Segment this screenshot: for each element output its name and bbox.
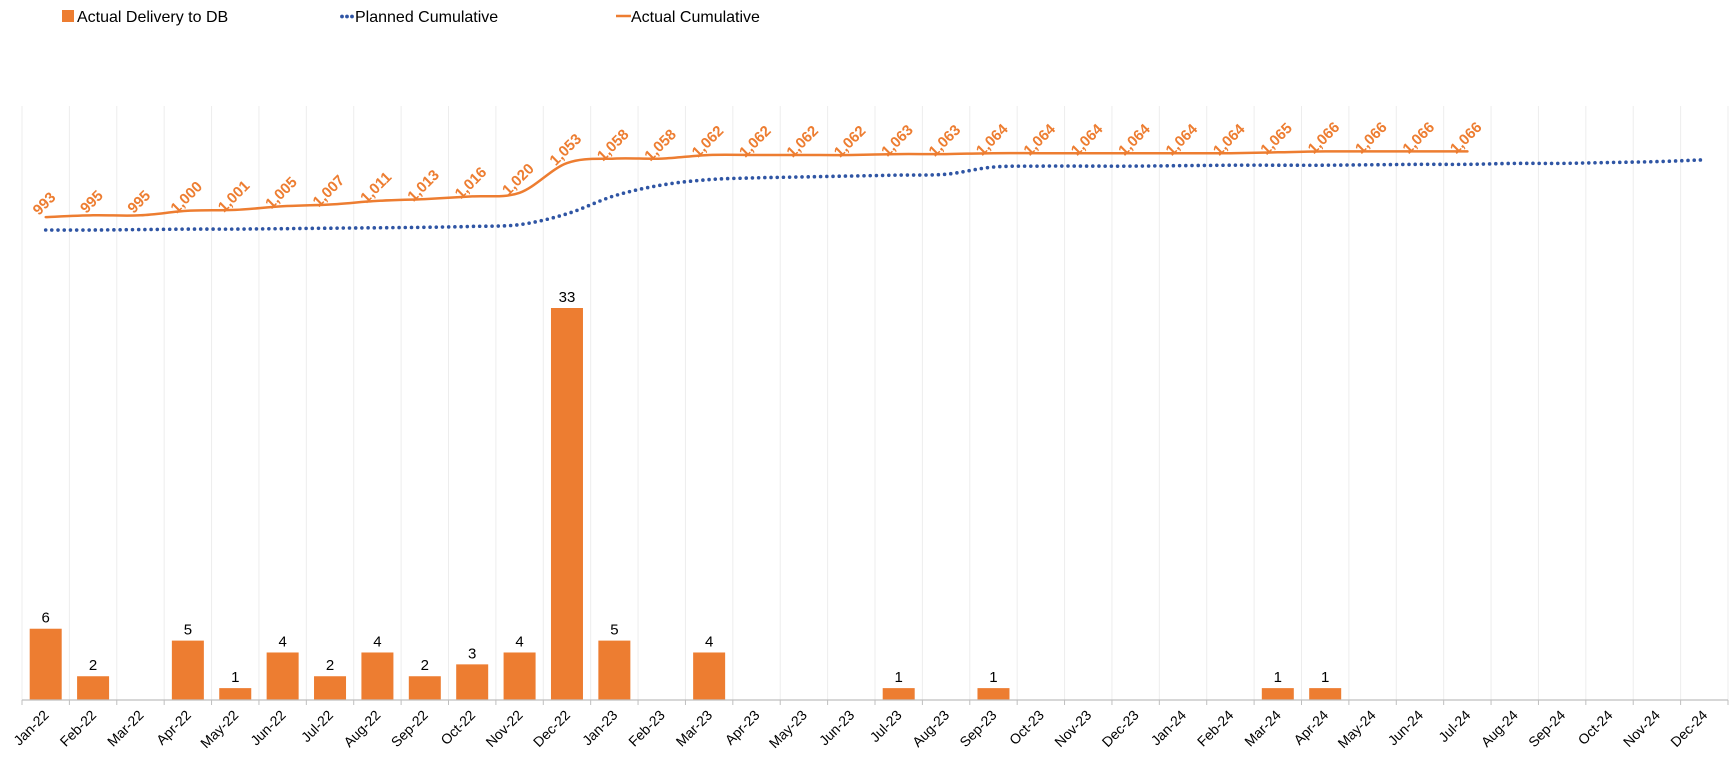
x-tick-label: Mar-23 bbox=[673, 707, 716, 750]
x-tick-label: Dec-23 bbox=[1099, 707, 1142, 750]
bar bbox=[219, 688, 252, 700]
planned-cumulative-line bbox=[43, 158, 1707, 232]
bar bbox=[314, 676, 347, 700]
bar-data-label: 2 bbox=[326, 657, 334, 674]
bar bbox=[977, 688, 1010, 700]
legend-label: Planned Cumulative bbox=[355, 9, 498, 26]
x-axis-tick-labels: Jan-22 Feb-22 Mar-22 Apr-22 May-22 Jun-22 Jul-… bbox=[10, 707, 1710, 751]
legend-swatch-dot bbox=[340, 14, 344, 19]
x-tick-label: Jun-24 bbox=[1385, 707, 1427, 749]
planned-cumulative-series bbox=[43, 158, 1707, 232]
legend-label: Actual Cumulative bbox=[631, 9, 760, 26]
bar-data-label: 6 bbox=[42, 610, 50, 627]
cumulative-data-label: 995 bbox=[77, 187, 107, 217]
bar-data-label: 33 bbox=[559, 289, 576, 306]
x-tick-label: Jan-22 bbox=[10, 707, 52, 749]
bar bbox=[693, 652, 726, 700]
bar-data-label: 3 bbox=[468, 645, 476, 662]
x-tick-label: Jul-23 bbox=[867, 707, 905, 745]
bar-data-label: 4 bbox=[515, 633, 523, 650]
legend-swatch-bar bbox=[62, 10, 74, 22]
bar bbox=[1309, 688, 1342, 700]
legend-swatch-dot bbox=[345, 14, 349, 19]
actual-delivery-bars bbox=[29, 308, 1342, 700]
x-tick-label: Oct-23 bbox=[1006, 707, 1047, 748]
x-tick-label: Mar-24 bbox=[1241, 707, 1284, 750]
bar-data-label: 1 bbox=[1274, 669, 1282, 686]
legend-swatch-dot bbox=[350, 14, 354, 19]
x-tick-label: Apr-24 bbox=[1290, 707, 1331, 748]
x-tick-label: Feb-24 bbox=[1194, 707, 1237, 750]
legend-label: Actual Delivery to DB bbox=[77, 9, 228, 26]
x-tick-label: Sep-22 bbox=[388, 707, 431, 750]
x-tick-label: Nov-23 bbox=[1051, 707, 1094, 750]
bar-data-label: 4 bbox=[278, 633, 286, 650]
bar-data-labels: 6 2 5 1 4 2 4 2 3 4 33 5 4 1 1 1 1 bbox=[42, 289, 1330, 686]
bar-data-label: 4 bbox=[373, 633, 381, 650]
bar-data-label: 1 bbox=[989, 669, 997, 686]
x-tick-label: Jan-24 bbox=[1148, 707, 1190, 749]
actual-cumulative-series bbox=[44, 150, 1469, 219]
bar bbox=[1261, 688, 1294, 700]
x-tick-label: Nov-22 bbox=[482, 707, 525, 750]
x-tick-label: Jul-24 bbox=[1435, 707, 1473, 745]
x-tick-label: Aug-22 bbox=[340, 707, 383, 750]
x-tick-label: Dec-22 bbox=[530, 707, 573, 750]
bar bbox=[29, 628, 62, 700]
bar bbox=[266, 652, 299, 700]
vertical-gridlines bbox=[21, 106, 1729, 700]
bar-data-label: 2 bbox=[421, 657, 429, 674]
x-tick-label: Aug-24 bbox=[1478, 707, 1521, 750]
bar-data-label: 4 bbox=[705, 633, 713, 650]
bar-data-label: 1 bbox=[231, 669, 239, 686]
bar bbox=[503, 652, 536, 700]
x-tick-label: Apr-23 bbox=[722, 707, 763, 748]
bar bbox=[77, 676, 110, 700]
x-tick-label: Oct-22 bbox=[437, 707, 478, 748]
x-tick-label: Nov-24 bbox=[1620, 707, 1663, 750]
x-tick-label: Mar-22 bbox=[104, 707, 147, 750]
x-tick-label: Aug-23 bbox=[909, 707, 952, 750]
bar bbox=[361, 652, 394, 700]
bar bbox=[598, 640, 631, 700]
bar-data-label: 5 bbox=[610, 622, 618, 639]
x-axis bbox=[21, 699, 1729, 705]
x-tick-label: Jan-23 bbox=[579, 707, 621, 749]
cumulative-data-label: 993 bbox=[30, 189, 60, 219]
chart-legend: Actual Delivery to DB Planned Cumulative A… bbox=[62, 9, 760, 26]
x-tick-label: Jun-22 bbox=[247, 707, 289, 749]
x-tick-label: Oct-24 bbox=[1575, 707, 1616, 748]
bar bbox=[171, 640, 204, 700]
x-tick-label: Sep-23 bbox=[956, 707, 999, 750]
x-tick-label: Apr-22 bbox=[153, 707, 194, 748]
actual-cumulative-line bbox=[44, 150, 1469, 219]
x-tick-label: Feb-23 bbox=[625, 707, 668, 750]
bar-data-label: 1 bbox=[895, 669, 903, 686]
x-tick-label: Sep-24 bbox=[1525, 707, 1568, 750]
x-tick-label: Dec-24 bbox=[1667, 707, 1710, 750]
x-tick-label: Feb-22 bbox=[57, 707, 100, 750]
x-tick-label: Jul-22 bbox=[298, 707, 336, 745]
bar-data-label: 1 bbox=[1321, 669, 1329, 686]
cumulative-data-label: 995 bbox=[124, 187, 154, 217]
x-tick-label: Jun-23 bbox=[816, 707, 858, 749]
actual-cumulative-data-labels: 993 995 995 1,000 1,001 1,005 1,007 1,011 1,013 1… bbox=[30, 119, 1486, 219]
x-tick-label: May-23 bbox=[766, 707, 810, 751]
bar-data-label: 2 bbox=[89, 657, 97, 674]
x-tick-label: May-24 bbox=[1334, 707, 1378, 751]
bar bbox=[882, 688, 915, 700]
bar bbox=[456, 664, 489, 700]
bar bbox=[550, 308, 583, 700]
x-tick-label: May-22 bbox=[197, 707, 241, 751]
bar bbox=[408, 676, 441, 700]
bar-data-label: 5 bbox=[184, 622, 192, 639]
